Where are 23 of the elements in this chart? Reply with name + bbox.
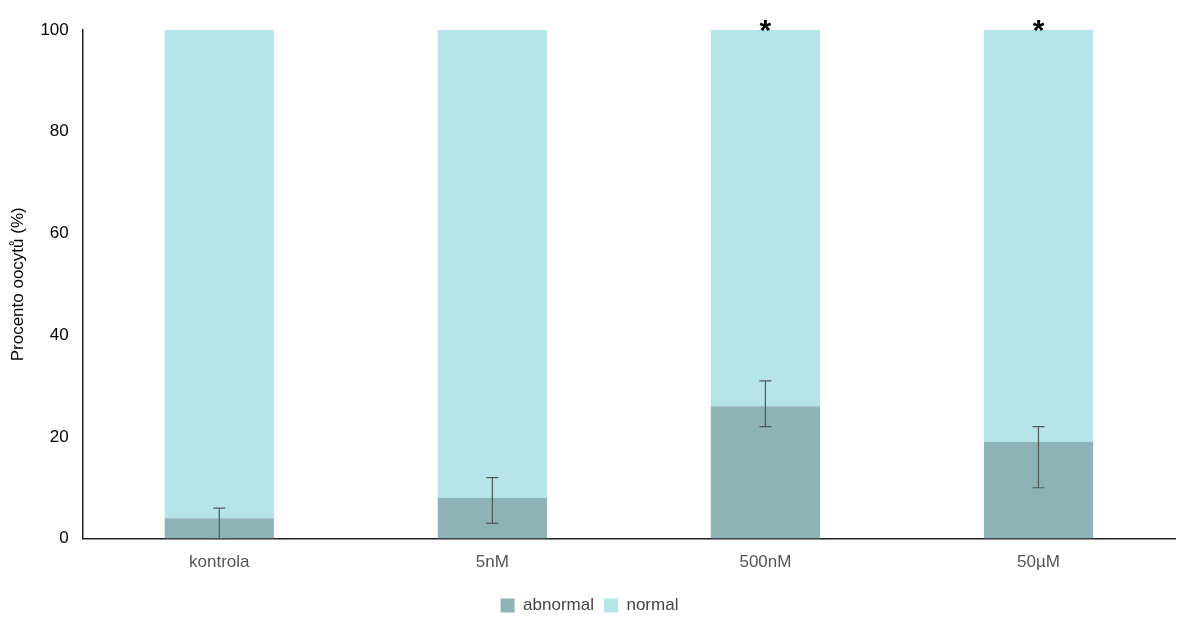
bar <box>164 518 274 539</box>
legend-label: normal <box>626 595 679 615</box>
x-tick-label: 500nM <box>739 552 792 572</box>
y-tick-label: 0 <box>59 528 69 548</box>
x-tick-label: 50µM <box>1017 552 1060 572</box>
bar <box>437 30 547 498</box>
bar <box>710 30 821 407</box>
y-axis-title: Procento oocytů (%) <box>7 207 27 362</box>
y-tick-label: 100 <box>40 19 69 39</box>
annotation: * <box>759 13 772 47</box>
bar <box>983 441 1094 539</box>
annotation: * <box>1032 13 1045 47</box>
bar <box>437 497 547 539</box>
y-tick-label: 80 <box>49 121 69 141</box>
legend-label: abnormal <box>523 595 594 615</box>
x-tick-label: 5nM <box>475 552 509 572</box>
y-tick-label: 60 <box>49 223 69 243</box>
y-tick-label: 40 <box>49 324 69 344</box>
bar <box>164 30 274 519</box>
bar <box>983 30 1094 442</box>
bar <box>710 406 821 539</box>
y-tick-label: 20 <box>49 426 69 446</box>
x-tick-label: kontrola <box>189 552 251 572</box>
